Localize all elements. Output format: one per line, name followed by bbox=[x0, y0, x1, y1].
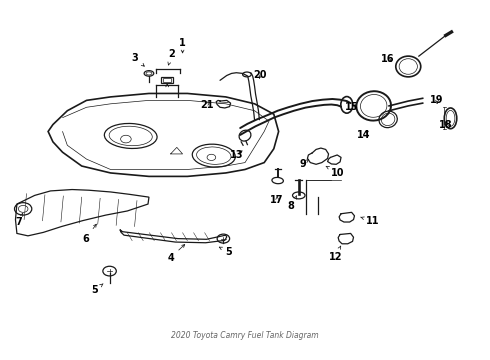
Polygon shape bbox=[120, 230, 227, 243]
Text: 6: 6 bbox=[82, 224, 97, 244]
Text: 3: 3 bbox=[132, 53, 144, 66]
Text: 11: 11 bbox=[361, 216, 380, 226]
Text: 12: 12 bbox=[328, 246, 342, 262]
Polygon shape bbox=[328, 155, 341, 164]
Text: 14: 14 bbox=[357, 130, 371, 140]
Polygon shape bbox=[48, 94, 279, 176]
Text: 1: 1 bbox=[179, 39, 186, 53]
Text: 4: 4 bbox=[167, 244, 185, 262]
Text: 16: 16 bbox=[381, 54, 395, 64]
Text: 2: 2 bbox=[168, 49, 175, 65]
Text: 7: 7 bbox=[15, 213, 23, 227]
Text: 19: 19 bbox=[430, 95, 444, 105]
Text: 8: 8 bbox=[288, 195, 297, 211]
Text: 20: 20 bbox=[254, 71, 267, 81]
Text: 5: 5 bbox=[91, 284, 103, 296]
Text: 17: 17 bbox=[270, 195, 284, 205]
Text: 18: 18 bbox=[439, 120, 453, 130]
Text: 21: 21 bbox=[200, 99, 213, 109]
Polygon shape bbox=[338, 233, 353, 244]
Polygon shape bbox=[307, 148, 329, 164]
Text: 2020 Toyota Camry Fuel Tank Diagram: 2020 Toyota Camry Fuel Tank Diagram bbox=[171, 330, 319, 339]
Text: 13: 13 bbox=[230, 150, 243, 160]
Text: 15: 15 bbox=[345, 102, 358, 112]
Text: 5: 5 bbox=[220, 247, 232, 257]
Text: 9: 9 bbox=[299, 159, 309, 169]
Text: 10: 10 bbox=[326, 166, 345, 178]
Polygon shape bbox=[16, 189, 149, 236]
Polygon shape bbox=[339, 212, 354, 222]
